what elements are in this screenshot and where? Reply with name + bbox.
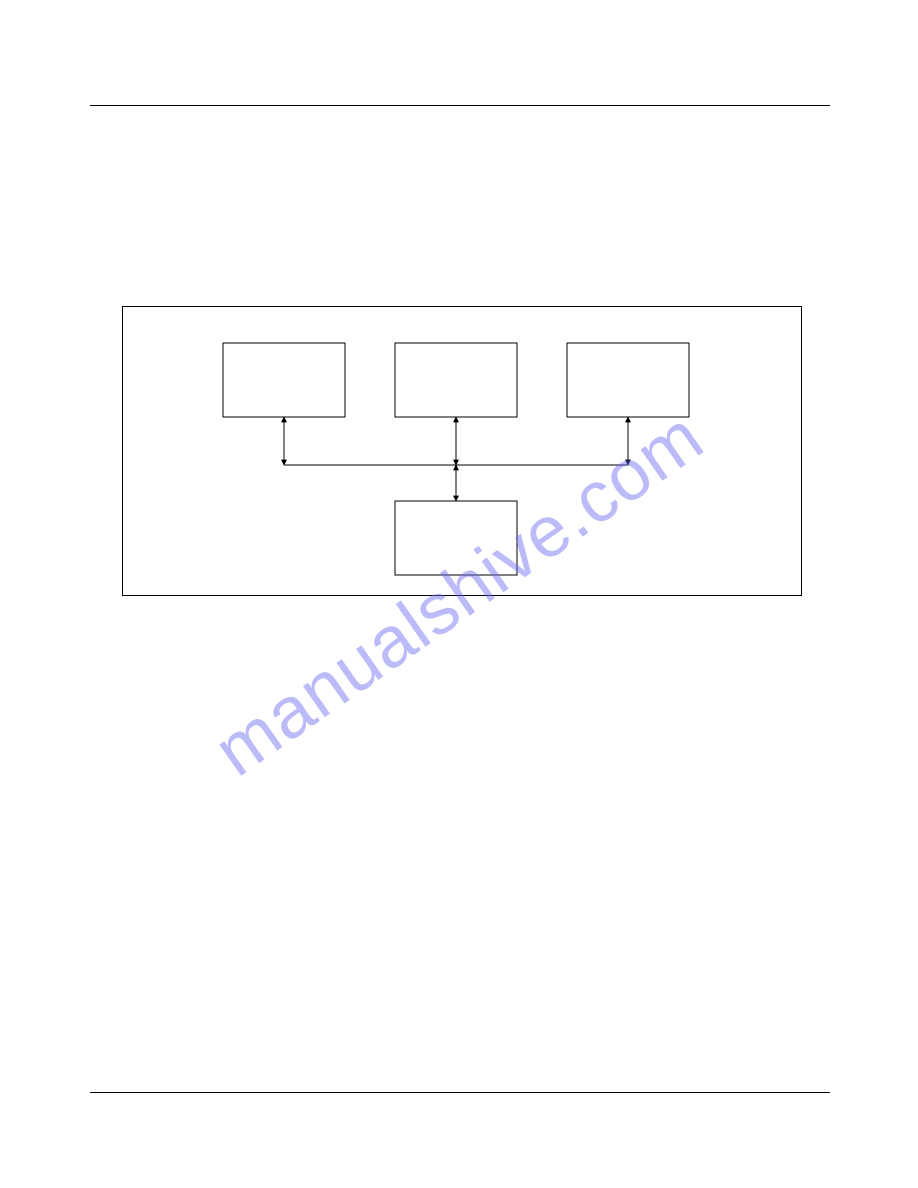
diagram-svg [123,307,803,597]
footer-rule [90,1092,830,1093]
page: manualshive.com [0,0,918,1188]
node-c [567,343,689,417]
node-d [395,501,517,575]
node-b [395,343,517,417]
node-a [223,343,345,417]
header-rule [90,105,830,106]
diagram-frame [122,306,802,596]
